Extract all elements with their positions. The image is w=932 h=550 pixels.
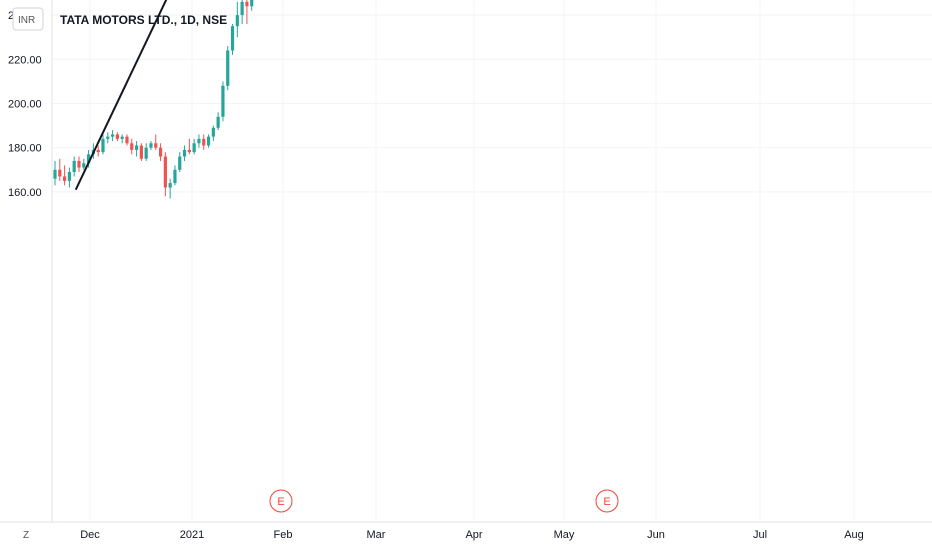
x-tick-label: Dec (80, 529, 100, 541)
earnings-circle (269, 489, 293, 513)
candle-body (168, 183, 172, 188)
candle-body (101, 138, 105, 153)
y-tick-label: 200.00 (8, 99, 42, 111)
candle-body (230, 26, 235, 51)
candle-body (120, 136, 124, 139)
candle-body (240, 1, 244, 16)
y-tick-label: 220.00 (8, 54, 42, 66)
x-tick-label: May (554, 529, 575, 541)
candle-body (96, 149, 100, 153)
candle-body (53, 169, 57, 179)
candle-body (226, 50, 230, 86)
candle-body (173, 169, 177, 184)
x-tick-label: Aug (844, 529, 864, 541)
earnings-label: E (603, 496, 610, 508)
currency-badge[interactable]: INR (12, 7, 44, 31)
chart-title: TATA MOTORS LTD., 1D, NSE (60, 13, 227, 27)
time-axis[interactable]: Dec 2021 Feb Mar Apr May Jun Jul Aug (0, 521, 932, 541)
candle-body (72, 160, 76, 173)
x-tick-label: Mar (367, 529, 386, 541)
forecast-path[interactable] (74, 0, 932, 191)
zoom-label: Z (23, 530, 29, 541)
x-tick-label: Feb (274, 529, 293, 541)
x-tick-label: Jul (753, 529, 767, 541)
earnings-circle (595, 489, 619, 513)
candle-body (86, 154, 91, 164)
currency-label: INR (18, 15, 35, 26)
candle-body (221, 85, 225, 117)
candlestick-series (53, 0, 254, 199)
candle-body (106, 136, 110, 139)
earnings-marker[interactable]: E (595, 489, 619, 513)
y-tick-label: 160.00 (8, 187, 42, 199)
x-tick-label: Jun (647, 529, 665, 541)
candle-body (197, 138, 201, 144)
candle-body (110, 134, 115, 137)
earnings-label: E (277, 496, 284, 508)
candle-body (178, 156, 182, 170)
chart-grid (52, 0, 932, 520)
x-tick-label: Apr (465, 529, 482, 541)
candle-body (115, 134, 119, 139)
candle-body (216, 116, 220, 128)
candle-body (130, 143, 134, 150)
zoom-button[interactable]: Z (17, 524, 37, 544)
candle-body (82, 163, 86, 168)
trend-drawings[interactable] (74, 0, 932, 191)
candle-body (67, 172, 71, 181)
candle-body (187, 149, 191, 153)
candle-body (250, 0, 254, 7)
candle-body (62, 176, 67, 181)
candle-body (211, 127, 215, 137)
price-axis[interactable]: 160.00180.00200.00220.00240.00260.00280.… (8, 0, 53, 522)
candle-body (77, 160, 81, 168)
candle-body (158, 147, 163, 157)
candle-body (245, 1, 249, 7)
candle-body (134, 145, 139, 150)
candle-body (154, 143, 158, 148)
candle-body (235, 15, 239, 27)
x-tick-label: 2021 (180, 529, 204, 541)
candle-body (202, 138, 206, 146)
candle-body (149, 143, 153, 148)
y-tick-label: 180.00 (8, 143, 42, 155)
candle-body (144, 147, 148, 159)
earnings-marker[interactable]: E (269, 489, 293, 513)
candle-body (182, 149, 187, 157)
candle-body (139, 145, 143, 159)
candle-body (58, 169, 62, 177)
candle-body (163, 156, 167, 188)
candle-body (206, 136, 211, 146)
candle-body (192, 143, 196, 153)
candle-body (125, 136, 129, 144)
